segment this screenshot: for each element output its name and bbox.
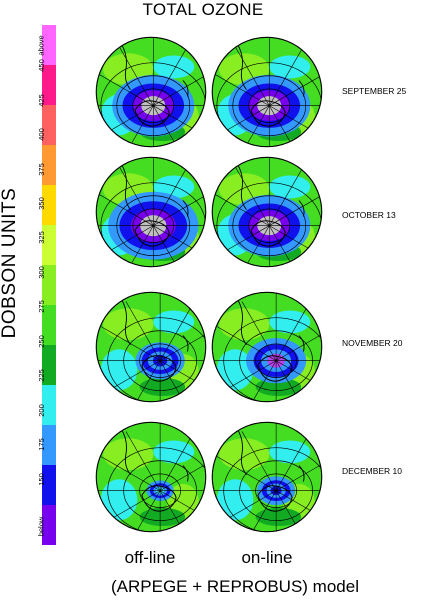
colorbar-swatch-6 xyxy=(42,265,56,305)
colorbar-swatch-7 xyxy=(42,305,56,345)
colorbar-swatch-12 xyxy=(42,505,56,545)
ozone-map-online-september xyxy=(211,36,323,148)
colorbar-label-400: 400 xyxy=(36,127,46,141)
colorbar-swatch-9 xyxy=(42,385,56,425)
colorbar-label-450: 450 xyxy=(36,58,46,72)
column-label-online: on-line xyxy=(241,548,293,567)
colorbar-swatch-1 xyxy=(42,65,56,105)
colorbar-label-150: 150 xyxy=(36,472,46,486)
date-label-october: OCTOBER 13 xyxy=(342,210,396,220)
colorbar-unit-label: DOBSON UNITS xyxy=(0,187,20,339)
date-label-september: SEPTEMBER 25 xyxy=(342,86,407,96)
date-label-december: DECEMBER 10 xyxy=(342,466,402,476)
colorbar-swatch-4 xyxy=(42,185,56,225)
column-label-offline: off-line xyxy=(124,548,176,567)
figure-title: TOTAL OZONE xyxy=(142,0,264,19)
ozone-map-online-december xyxy=(211,421,323,533)
colorbar-label-175: 175 xyxy=(36,437,46,451)
colorbar-swatch-11 xyxy=(42,465,56,505)
ozone-map-offline-september xyxy=(95,36,207,148)
ozone-map-online-october xyxy=(211,156,323,268)
colorbar-label-325: 325 xyxy=(36,230,46,244)
date-label-november: NOVEMBER 20 xyxy=(342,338,403,348)
ozone-map-online-november xyxy=(211,291,323,403)
model-caption: (ARPEGE + REPROBUS) model xyxy=(111,577,359,596)
ozone-map-offline-december xyxy=(95,421,207,533)
colorbar xyxy=(42,25,56,545)
colorbar-swatch-5 xyxy=(42,225,56,265)
colorbar-label-below: below xyxy=(36,516,46,536)
ozone-map-offline-october xyxy=(95,156,207,268)
ozone-map-offline-november xyxy=(95,291,207,403)
colorbar-label-275: 275 xyxy=(36,299,46,313)
colorbar-swatch-0 xyxy=(42,25,56,65)
colorbar-swatch-2 xyxy=(42,105,56,145)
colorbar-swatch-3 xyxy=(42,145,56,185)
colorbar-swatch-10 xyxy=(42,425,56,465)
colorbar-label-225: 225 xyxy=(36,368,46,382)
colorbar-swatch-8 xyxy=(42,345,56,385)
